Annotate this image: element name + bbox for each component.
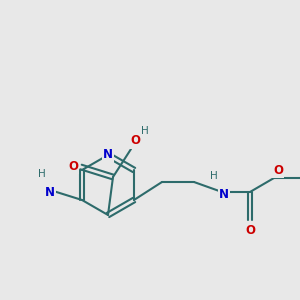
Text: O: O <box>130 134 140 148</box>
Text: O: O <box>273 164 283 176</box>
Text: N: N <box>219 188 229 202</box>
Text: N: N <box>45 187 55 200</box>
Text: H: H <box>141 126 149 136</box>
Text: O: O <box>68 160 78 172</box>
Text: N: N <box>103 148 113 161</box>
Text: O: O <box>245 224 255 236</box>
Text: H: H <box>210 171 218 181</box>
Text: H: H <box>38 169 46 179</box>
